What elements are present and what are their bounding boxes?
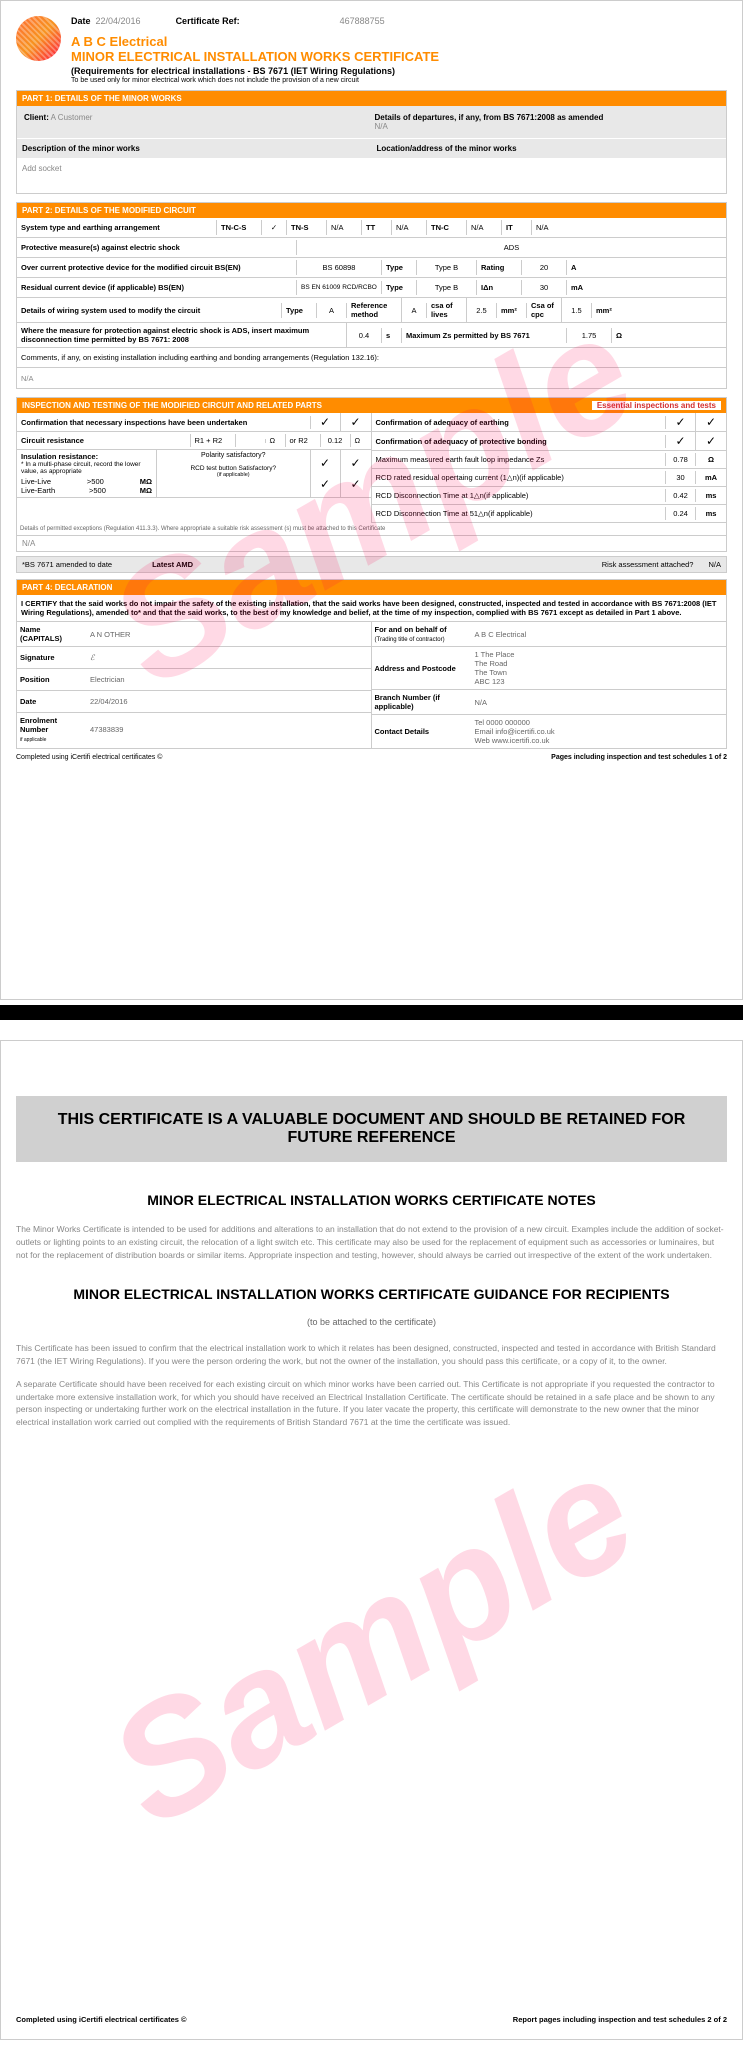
logo-icon — [16, 16, 61, 61]
guidance-heading: MINOR ELECTRICAL INSTALLATION WORKS CERT… — [16, 1286, 727, 1302]
part-1: PART 1: DETAILS OF THE MINOR WORKS Clien… — [16, 90, 727, 194]
notes-paragraph: The Minor Works Certificate is intended … — [16, 1223, 727, 1261]
guidance-p1: This Certificate has been issued to conf… — [16, 1342, 727, 1368]
part-4: PART 4: DECLARATION I CERTIFY that the s… — [16, 579, 727, 749]
company-name: A B C Electrical — [71, 34, 727, 49]
watermark-2: Sample — [79, 1418, 664, 1862]
signature-icon: ℰ — [87, 650, 371, 665]
part-2: PART 2: DETAILS OF THE MODIFIED CIRCUIT … — [16, 202, 727, 389]
departures-label: Details of departures, if any, from BS 7… — [375, 113, 604, 122]
page-1: Sample Date22/04/2016 Certificate Ref: 4… — [0, 0, 743, 1000]
client-value: A Customer — [51, 113, 93, 122]
client-label: Client: — [24, 113, 49, 122]
subtitle: (Requirements for electrical installatio… — [71, 66, 727, 76]
inspection-section: INSPECTION AND TESTING OF THE MODIFIED C… — [16, 397, 727, 552]
date-value: 22/04/2016 — [96, 16, 141, 26]
cert-ref-label: Certificate Ref: — [176, 16, 240, 26]
departures-value: N/A — [375, 122, 388, 131]
header: Date 22/04/2016 Certificate Ref: 46788875… — [16, 16, 727, 84]
date-label: Date — [71, 16, 91, 26]
sys-label: System type and earthing arrangement — [17, 220, 217, 235]
part2-header: PART 2: DETAILS OF THE MODIFIED CIRCUIT — [17, 203, 726, 218]
page1-footer: Completed using iCertifi electrical cert… — [16, 754, 727, 761]
guidance-sub: (to be attached to the certificate) — [16, 1317, 727, 1327]
page-2: Sample THIS CERTIFICATE IS A VALUABLE DO… — [0, 1040, 743, 2040]
inspection-header: INSPECTION AND TESTING OF THE MODIFIED C… — [17, 398, 726, 413]
page2-footer: Completed using iCertifi electrical cert… — [16, 2015, 727, 2024]
desc-value: Add socket — [22, 164, 62, 173]
tncs-check: ✓ — [262, 220, 287, 235]
cert-ref-value: 467888755 — [340, 16, 385, 26]
certificate-title: MINOR ELECTRICAL INSTALLATION WORKS CERT… — [71, 49, 727, 64]
desc-label: Description of the minor works — [22, 144, 140, 153]
usage-note: To be used only for minor electrical wor… — [71, 77, 727, 84]
part4-header: PART 4: DECLARATION — [17, 580, 726, 595]
guidance-p2: A separate Certificate should have been … — [16, 1378, 727, 1429]
amendment-row: *BS 7671 amended to date Latest AMD Risk… — [16, 556, 727, 573]
loc-label: Location/address of the minor works — [377, 144, 517, 153]
notes-heading: MINOR ELECTRICAL INSTALLATION WORKS CERT… — [16, 1192, 727, 1208]
page-divider — [0, 1005, 743, 1020]
banner: THIS CERTIFICATE IS A VALUABLE DOCUMENT … — [16, 1096, 727, 1162]
declaration-text: I CERTIFY that the said works do not imp… — [17, 595, 726, 621]
part1-header: PART 1: DETAILS OF THE MINOR WORKS — [17, 91, 726, 106]
